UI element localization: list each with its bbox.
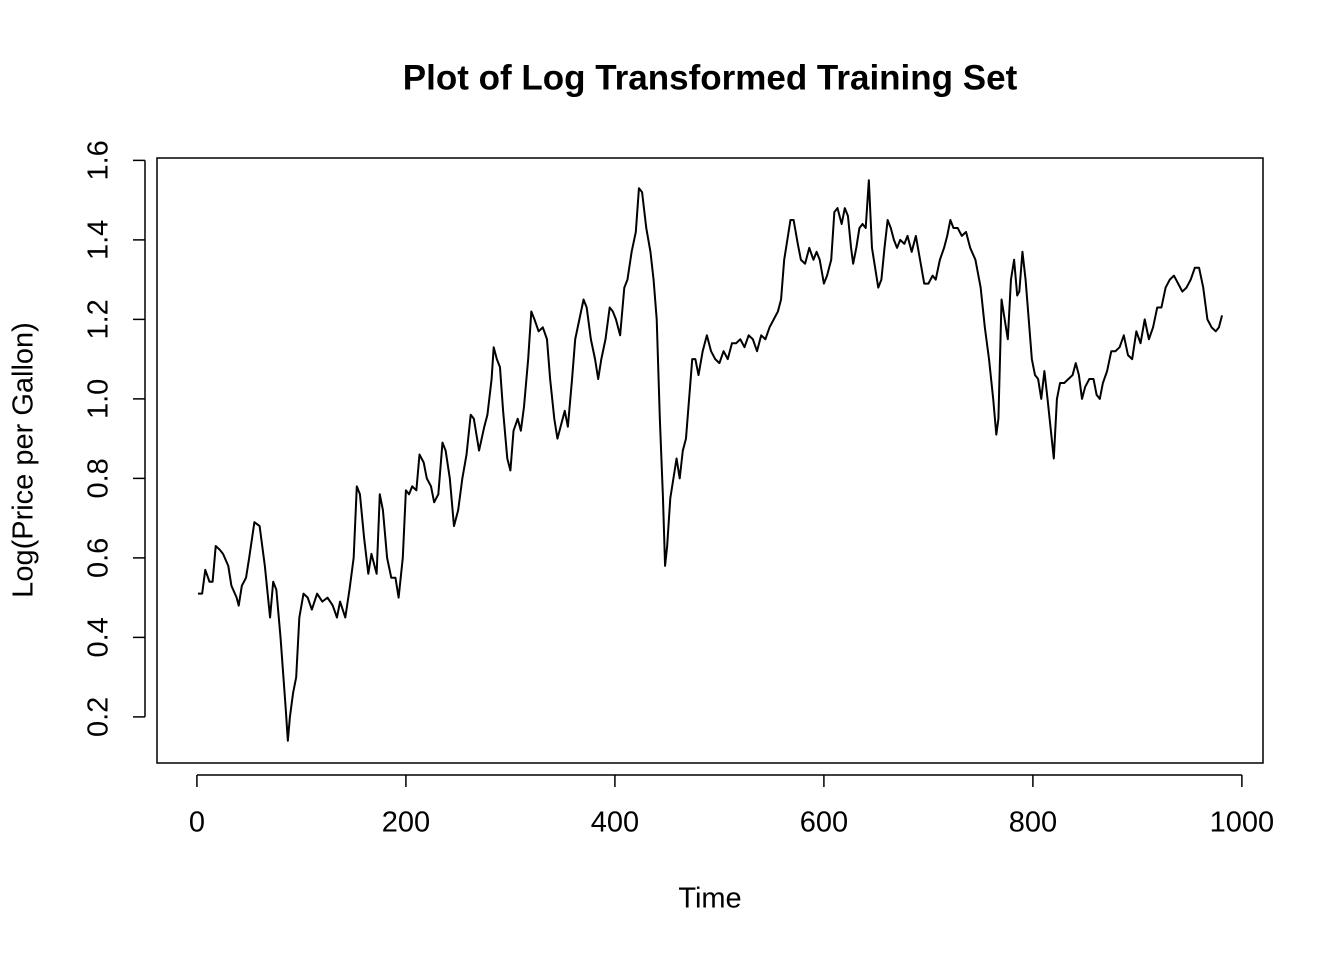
y-tick-label: 0.8 xyxy=(83,458,115,498)
y-tick-label: 1.0 xyxy=(83,379,115,419)
y-tick-label: 0.2 xyxy=(83,697,115,737)
y-tick-label: 1.6 xyxy=(83,140,115,180)
data-line xyxy=(197,179,1224,742)
plot-box xyxy=(156,157,1264,764)
x-tick-label: 200 xyxy=(382,807,430,839)
x-tick-label: 400 xyxy=(591,807,639,839)
x-tick-label: 600 xyxy=(800,807,848,839)
x-tick-label: 1000 xyxy=(1210,807,1275,839)
x-tick-label: 800 xyxy=(1009,807,1057,839)
chart-title: Plot of Log Transformed Training Set xyxy=(403,58,1018,97)
y-tick-label: 0.4 xyxy=(83,617,115,657)
x-axis-label: Time xyxy=(678,883,741,915)
y-tick-label: 1.4 xyxy=(83,220,115,260)
y-tick-label: 1.2 xyxy=(83,299,115,339)
x-tick-label: 0 xyxy=(189,807,205,839)
y-axis-label: Log(Price per Gallon) xyxy=(8,322,40,598)
y-tick-label: 0.6 xyxy=(83,538,115,578)
